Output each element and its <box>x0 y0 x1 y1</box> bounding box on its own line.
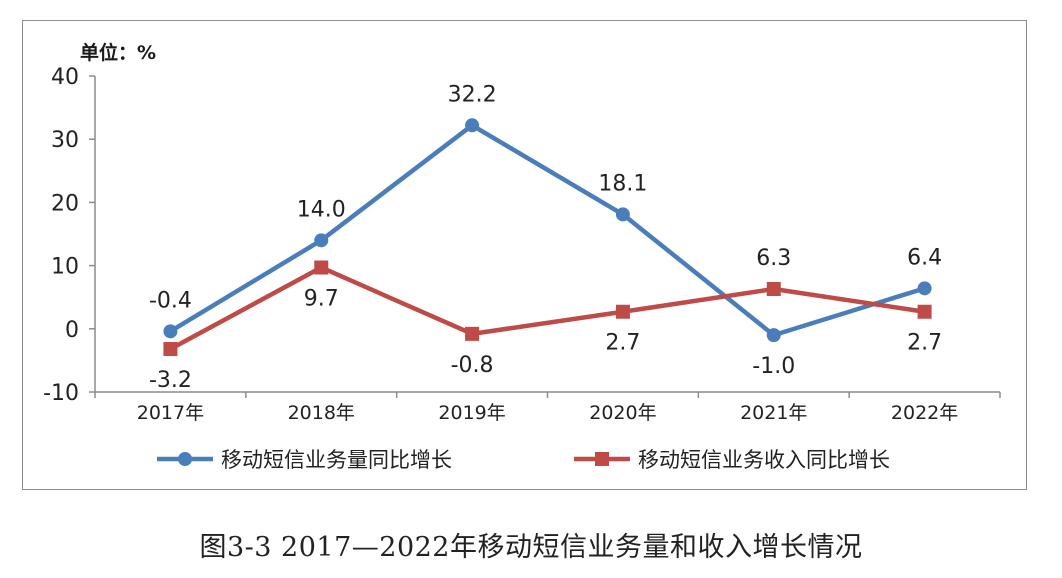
series-line-1 <box>169 123 926 338</box>
y-tick-label: -10 <box>43 381 79 406</box>
x-tick-label: 2021年 <box>740 402 807 424</box>
series-1-point <box>766 328 781 343</box>
unit-label: 单位：% <box>80 42 157 64</box>
series-1-point <box>615 207 630 222</box>
y-tick-label: 40 <box>51 65 79 90</box>
data-label: 2.7 <box>907 331 942 356</box>
data-label: -0.4 <box>149 288 192 313</box>
legend-label-2: 移动短信业务收入同比增长 <box>638 448 890 472</box>
data-label: 18.1 <box>598 171 647 196</box>
data-label: 2.7 <box>605 331 640 356</box>
series-2-point <box>615 304 630 319</box>
legend-marker-2 <box>595 452 609 466</box>
series-1-point <box>917 281 932 296</box>
series-2-point <box>163 342 178 357</box>
legend-label-1: 移动短信业务量同比增长 <box>221 448 452 472</box>
x-tick-label: 2019年 <box>438 402 505 424</box>
x-tick-label: 2022年 <box>891 402 958 424</box>
series-1-point <box>314 233 329 248</box>
data-label: -0.8 <box>451 353 494 378</box>
x-tick-label: 2020年 <box>589 402 656 424</box>
series-line-2 <box>169 265 925 352</box>
series-1-point <box>465 118 480 133</box>
x-tick-label: 2018年 <box>288 402 355 424</box>
data-label: -3.2 <box>149 368 192 393</box>
data-label: 14.0 <box>297 197 346 222</box>
legend-marker-1 <box>178 452 192 466</box>
series-1-point <box>163 324 178 339</box>
y-tick-label: 30 <box>51 128 79 153</box>
y-tick-label: 0 <box>65 318 79 343</box>
data-label: 32.2 <box>448 82 497 107</box>
chart-frame <box>22 20 1027 490</box>
data-label: 6.4 <box>907 245 942 270</box>
series-2-point <box>465 326 480 341</box>
data-label: -1.0 <box>752 354 795 379</box>
series-2-point <box>314 260 329 275</box>
figure-caption: 图3-3 2017—2022年移动短信业务量和收入增长情况 <box>199 532 863 563</box>
series-2-point <box>766 281 781 296</box>
x-tick-label: 2017年 <box>137 402 204 424</box>
series-2-point <box>917 304 932 319</box>
data-label: 6.3 <box>756 246 791 271</box>
data-label: 9.7 <box>304 286 339 311</box>
y-tick-label: 10 <box>51 255 79 280</box>
y-tick-label: 20 <box>51 191 79 216</box>
